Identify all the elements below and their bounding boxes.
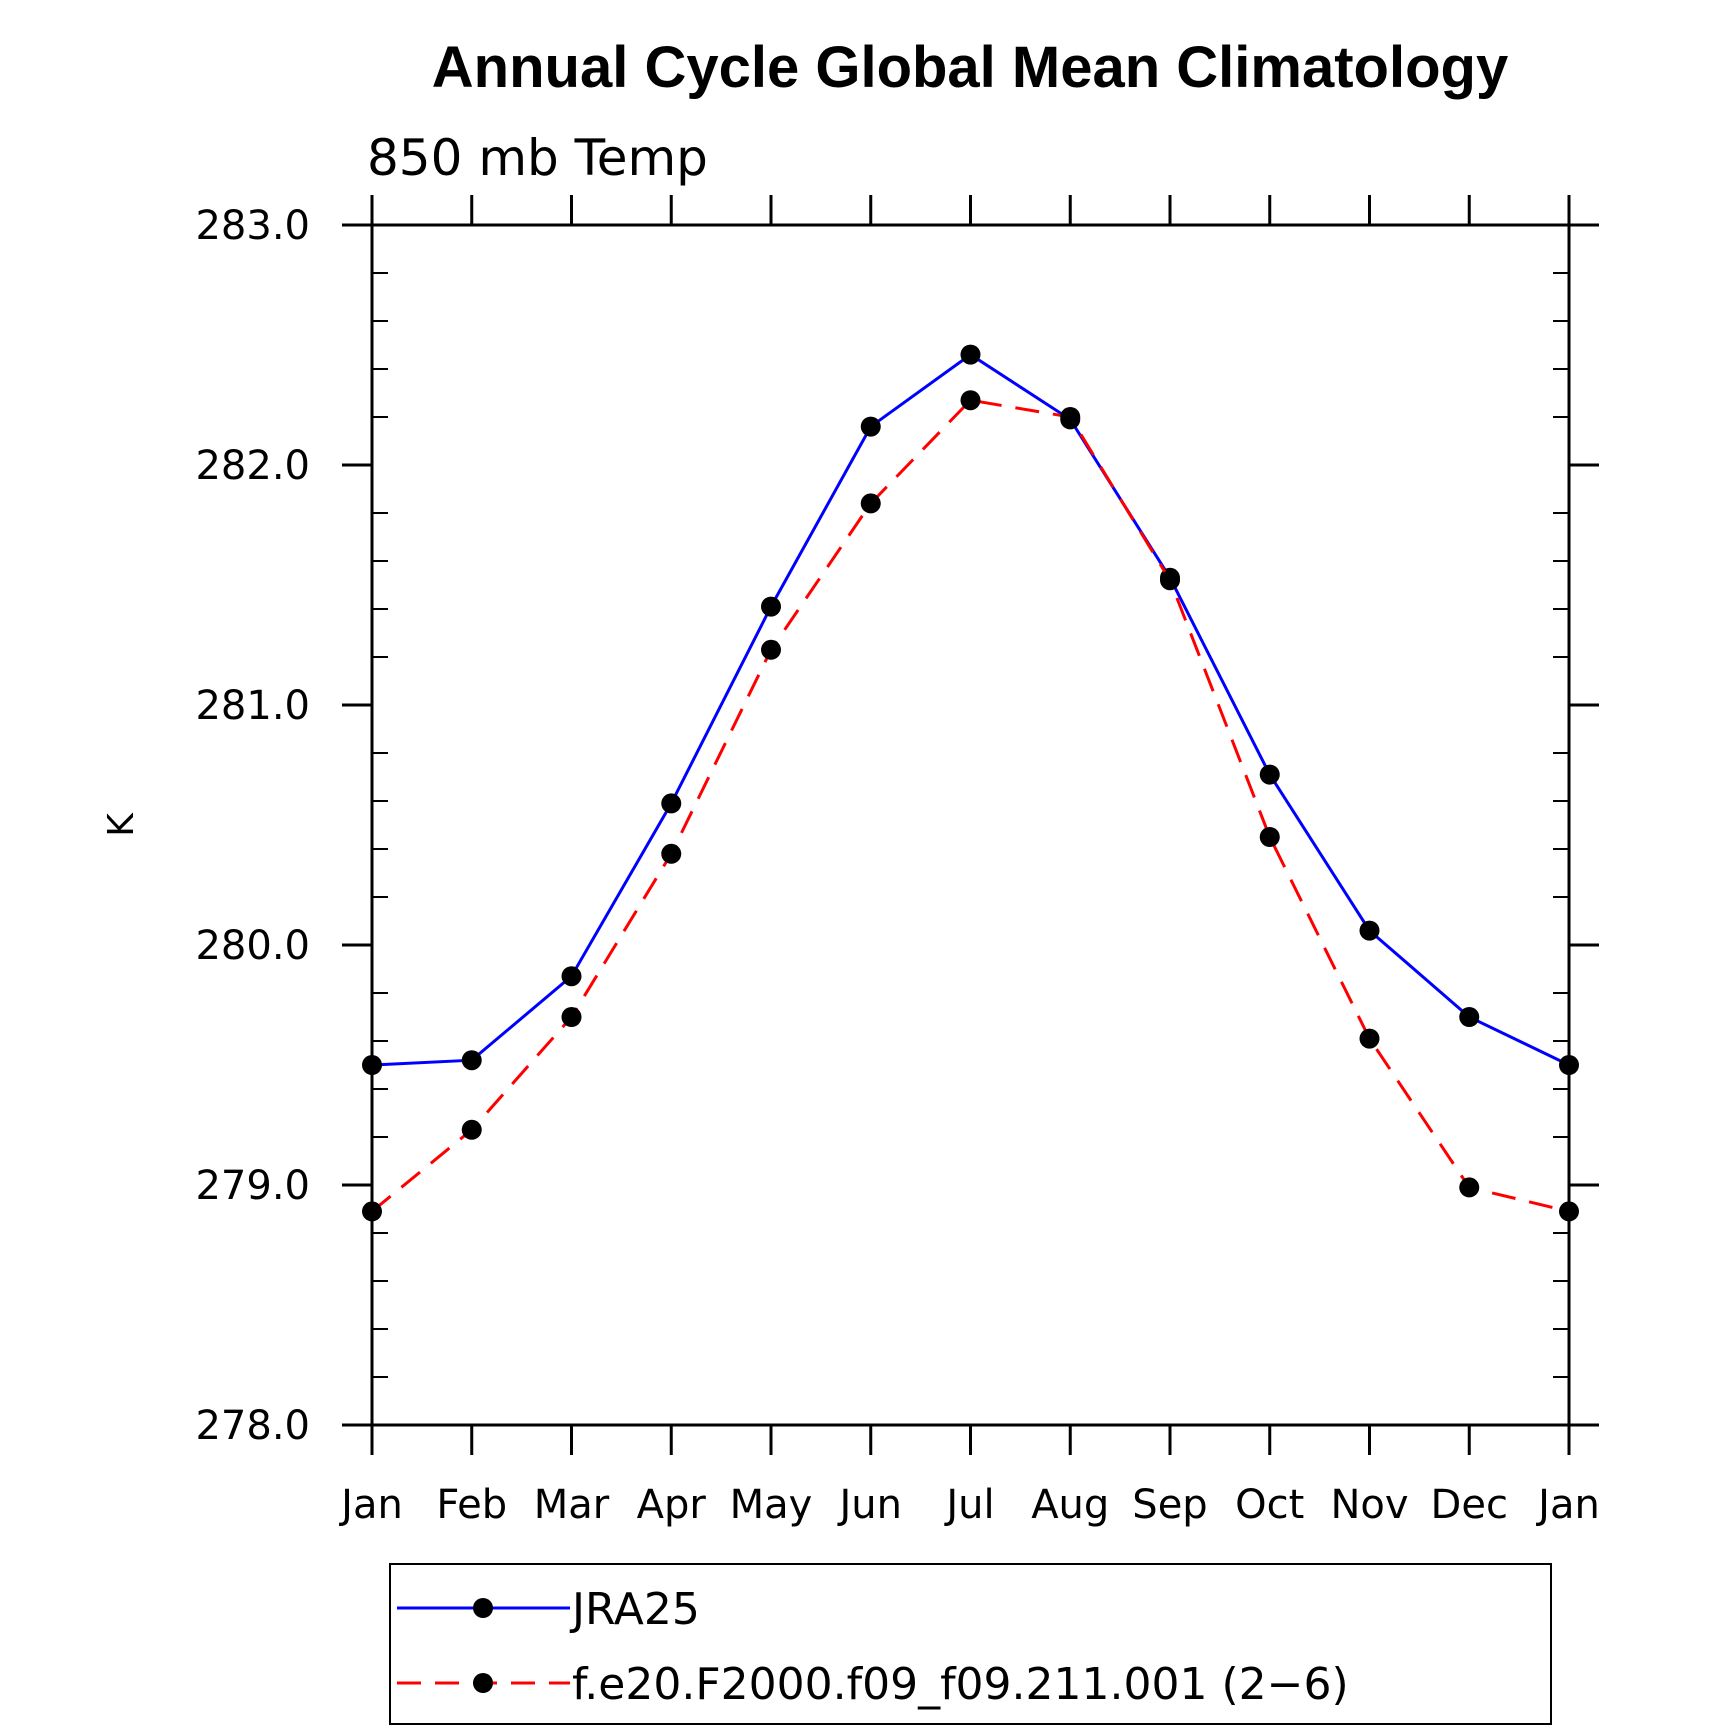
data-point-series-1	[362, 1201, 382, 1222]
data-series	[362, 344, 1579, 1222]
x-tick-label: Apr	[637, 1482, 707, 1528]
x-tick-label: Jul	[943, 1482, 994, 1528]
legend-label-model: f.e20.F2000.f09_f09.211.001 (2−6)	[572, 1659, 1349, 1710]
y-axis-label: K	[101, 812, 142, 837]
x-tick-label: Dec	[1431, 1482, 1508, 1528]
x-tick-label: Jan	[1535, 1482, 1600, 1528]
data-point-series-0	[1559, 1055, 1579, 1075]
y-tick-label: 282.0	[195, 443, 310, 489]
x-tick-label: Jun	[837, 1482, 903, 1528]
x-tick-labels: Jan Feb Mar Apr May Jun Jul Aug Sep Oct Nov Dec Jan	[338, 1482, 1600, 1528]
data-point-series-1	[960, 390, 981, 411]
y-tick-label: 278.0	[195, 1403, 310, 1449]
data-point-series-0	[1459, 1007, 1480, 1027]
data-point-series-1	[661, 843, 682, 864]
x-tick-label: Sep	[1132, 1482, 1207, 1528]
axis-ticks	[342, 195, 1599, 1455]
data-point-series-0	[960, 344, 981, 365]
series-line-1	[371, 398, 1570, 1213]
x-tick-label: Jan	[338, 1482, 403, 1528]
data-point-series-1	[1160, 570, 1180, 591]
legend-box	[389, 1563, 1552, 1725]
legend: JRA25 f.e20.F2000.f09_f09.211.001 (2−6)	[389, 1563, 1552, 1725]
data-point-series-1	[1459, 1177, 1480, 1198]
y-tick-label: 281.0	[195, 683, 310, 729]
x-tick-label: May	[730, 1482, 813, 1528]
legend-marker-model	[473, 1673, 493, 1693]
y-tick-label: 279.0	[195, 1163, 310, 1209]
data-point-series-0	[561, 966, 582, 987]
y-tick-label: 280.0	[195, 923, 310, 969]
x-tick-label: Mar	[534, 1482, 610, 1528]
data-point-series-1	[1060, 407, 1081, 427]
x-tick-label: Oct	[1235, 1482, 1304, 1528]
data-point-series-0	[1359, 920, 1380, 941]
data-point-series-1	[1359, 1028, 1380, 1049]
chart-title: Annual Cycle Global Mean Climatology	[432, 35, 1508, 100]
data-point-series-1	[761, 639, 781, 660]
data-point-series-1	[561, 1007, 582, 1027]
x-tick-label: Nov	[1330, 1482, 1408, 1528]
x-tick-label: Feb	[436, 1482, 507, 1528]
y-tick-label: 283.0	[195, 203, 310, 249]
legend-marker-jra25	[473, 1598, 493, 1618]
data-point-series-1	[461, 1119, 482, 1140]
legend-label-jra25: JRA25	[569, 1584, 700, 1635]
data-point-series-0	[661, 793, 682, 814]
data-point-series-0	[362, 1055, 382, 1075]
data-point-series-1	[1559, 1201, 1579, 1222]
series-line-0	[371, 352, 1570, 1067]
x-tick-label: Aug	[1031, 1482, 1109, 1528]
data-point-series-1	[1259, 827, 1280, 847]
data-point-series-0	[1259, 764, 1280, 785]
data-point-series-0	[761, 596, 781, 617]
data-point-series-0	[860, 416, 881, 437]
data-point-series-1	[860, 493, 881, 514]
chart-subtitle: 850 mb Temp	[367, 129, 708, 187]
data-point-series-0	[461, 1050, 482, 1071]
y-tick-labels: 278.0 279.0 280.0 281.0 282.0 283.0	[195, 203, 310, 1449]
